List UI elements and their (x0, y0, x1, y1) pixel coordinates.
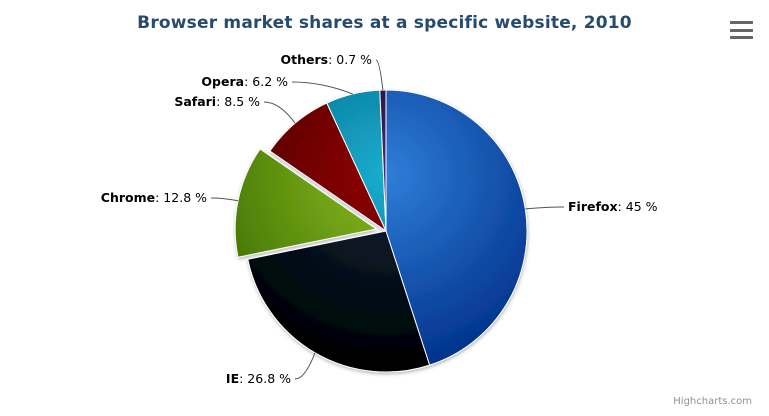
label-connector-firefox (525, 206, 565, 210)
data-label-firefox: Firefox: 45 % (568, 199, 658, 214)
pie-slice-others[interactable] (379, 89, 387, 232)
hamburger-icon (730, 28, 753, 32)
export-menu-button[interactable] (729, 20, 754, 40)
label-connectors (210, 59, 565, 380)
chart-title: Browser market shares at a specific webs… (137, 13, 632, 33)
pie-slices (234, 89, 528, 373)
label-connector-others (375, 59, 384, 91)
data-label-opera: Opera: 6.2 % (201, 74, 288, 89)
hamburger-icon (730, 21, 753, 24)
pie-slice-firefox[interactable] (385, 89, 528, 366)
label-connector-ie (294, 352, 316, 380)
label-connector-safari (263, 101, 296, 124)
hamburger-icon (730, 36, 753, 39)
pie-slice-ie[interactable] (247, 230, 431, 373)
label-connector-opera (291, 81, 353, 95)
data-label-others: Others: 0.7 % (280, 52, 372, 67)
data-label-ie: IE: 26.8 % (226, 371, 291, 386)
data-label-safari: Safari: 8.5 % (174, 94, 260, 109)
credits-link[interactable]: Highcharts.com (673, 396, 752, 407)
label-connector-chrome (210, 197, 239, 202)
pie-slice-chrome[interactable] (234, 148, 377, 258)
data-label-chrome: Chrome: 12.8 % (101, 190, 207, 205)
data-labels: Firefox: 45 % IE: 26.8 % Chrome: 12.8 % Saf… (101, 52, 658, 386)
